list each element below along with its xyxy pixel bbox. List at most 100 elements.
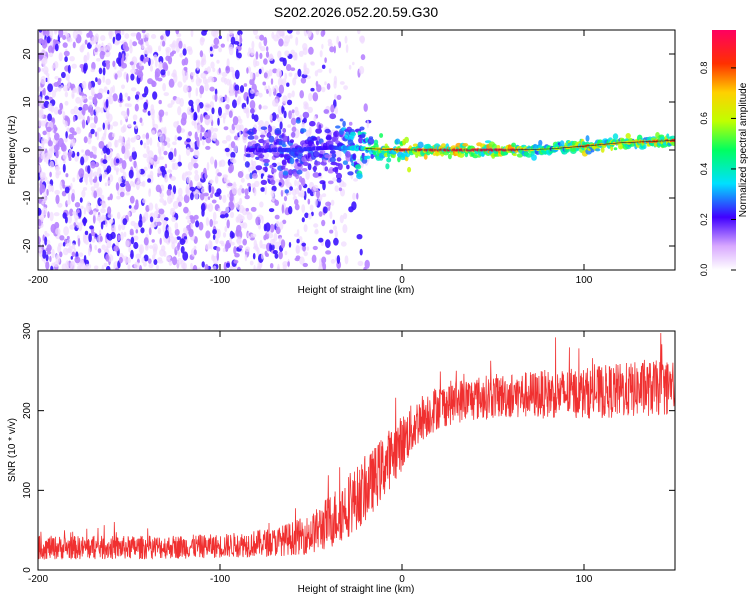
spectral-noise-point <box>124 33 130 39</box>
spectral-noise-point <box>353 178 359 182</box>
spectral-noise-point <box>143 101 148 110</box>
spectral-noise-point <box>176 257 183 265</box>
spectral-noise-point <box>130 87 137 92</box>
spectral-noise-point <box>147 258 152 264</box>
spectral-noise-point <box>321 43 324 50</box>
spectral-noise-point <box>275 226 281 235</box>
spectral-noise-point <box>129 45 133 54</box>
spectral-noise-point <box>38 58 41 63</box>
spectral-ridge-point <box>300 128 307 133</box>
spectral-noise-point <box>305 170 310 180</box>
spectral-noise-point <box>79 262 86 270</box>
spectral-noise-point <box>232 99 237 109</box>
spectral-noise-point <box>59 102 63 111</box>
spectral-noise-point <box>301 242 307 247</box>
spectral-noise-point <box>105 219 108 228</box>
spectral-noise-point <box>220 43 225 48</box>
spectral-noise-point <box>38 164 41 173</box>
spectral-ridge-point <box>289 139 294 144</box>
spectral-ridge-point <box>271 168 277 173</box>
spectral-noise-point <box>155 208 159 218</box>
spectrogram-marks <box>38 30 675 270</box>
spectral-noise-point <box>54 87 58 93</box>
spectral-noise-point <box>277 50 282 59</box>
spectral-noise-point <box>145 132 150 140</box>
spectral-noise-point <box>321 193 327 198</box>
spectral-noise-point <box>289 34 293 39</box>
spectral-noise-point <box>262 105 268 110</box>
spectral-noise-point <box>108 218 114 224</box>
spectral-noise-point <box>67 215 72 224</box>
spectral-noise-point <box>140 139 143 146</box>
spectral-noise-point <box>136 32 142 41</box>
spectral-noise-point <box>120 110 127 116</box>
spectral-noise-point <box>72 211 77 216</box>
spectral-noise-point <box>221 71 228 77</box>
spectral-noise-point <box>98 141 105 149</box>
spectral-noise-point <box>66 127 70 133</box>
spectral-noise-point <box>289 186 293 191</box>
spectral-noise-point <box>133 261 140 270</box>
spectral-noise-point <box>171 241 176 250</box>
spectral-noise-point <box>83 255 87 263</box>
spectral-noise-point <box>188 228 194 238</box>
spectral-noise-point <box>138 168 141 175</box>
spectral-noise-point <box>170 176 177 181</box>
spectral-noise-point <box>290 67 296 71</box>
spectral-ridge-point <box>298 153 303 157</box>
spectral-noise-point <box>200 203 206 212</box>
spectral-noise-point <box>250 233 257 238</box>
spectral-noise-point <box>122 41 128 51</box>
spectral-noise-point <box>200 187 206 194</box>
spectral-ridge-point <box>337 163 343 171</box>
spectral-noise-point <box>149 64 153 72</box>
spectral-noise-point <box>64 91 69 98</box>
spectral-noise-point <box>157 132 163 138</box>
spectral-noise-point <box>151 130 156 135</box>
spectral-noise-point <box>322 262 327 270</box>
spectral-noise-point <box>329 229 334 234</box>
spectral-noise-point <box>55 172 60 179</box>
spectral-noise-point <box>97 167 102 177</box>
spectral-noise-point <box>153 259 158 265</box>
spectral-noise-point <box>53 106 59 115</box>
spectral-noise-point <box>261 215 264 224</box>
spectral-noise-point <box>61 190 67 197</box>
spectral-noise-point <box>81 149 84 153</box>
spectral-noise-point <box>59 181 63 191</box>
spectral-noise-point <box>265 51 270 58</box>
spectral-noise-point <box>86 115 90 124</box>
spectral-noise-point <box>279 174 283 179</box>
spectral-ridge-point <box>329 157 336 163</box>
spectral-noise-point <box>138 71 141 79</box>
spectral-noise-point <box>237 30 243 36</box>
spectral-noise-point <box>68 133 74 140</box>
spectral-ridge-point <box>525 153 533 158</box>
spectral-ridge-point <box>255 165 263 171</box>
spectral-noise-point <box>66 37 73 43</box>
spectral-ridge-point <box>336 172 342 180</box>
spectral-ridge-point <box>600 147 605 153</box>
spectral-ridge-point <box>559 140 565 147</box>
spectral-noise-point <box>115 267 120 270</box>
spectral-noise-point <box>112 93 118 102</box>
spectral-noise-point <box>87 136 92 145</box>
spectral-noise-point <box>38 150 41 158</box>
spectral-noise-point <box>142 93 147 98</box>
spectral-noise-point <box>167 70 171 77</box>
spectral-noise-point <box>127 211 131 217</box>
spectral-noise-point <box>177 136 183 141</box>
spectral-noise-point <box>156 221 162 226</box>
colorbar-ticks: 0.0 0.2 0.4 0.6 0.8 <box>699 62 736 276</box>
spectral-noise-point <box>255 71 260 78</box>
spectral-noise-point <box>225 206 230 213</box>
spectral-noise-point <box>263 234 267 241</box>
spectral-noise-point <box>93 265 99 270</box>
spectral-noise-point <box>288 72 293 77</box>
spectral-noise-point <box>245 207 249 212</box>
spectral-ridge-point <box>370 154 375 159</box>
spectral-noise-point <box>227 182 233 187</box>
spectral-noise-point <box>306 246 310 251</box>
spectral-noise-point <box>283 110 287 119</box>
spectral-ridge-point <box>612 133 619 140</box>
